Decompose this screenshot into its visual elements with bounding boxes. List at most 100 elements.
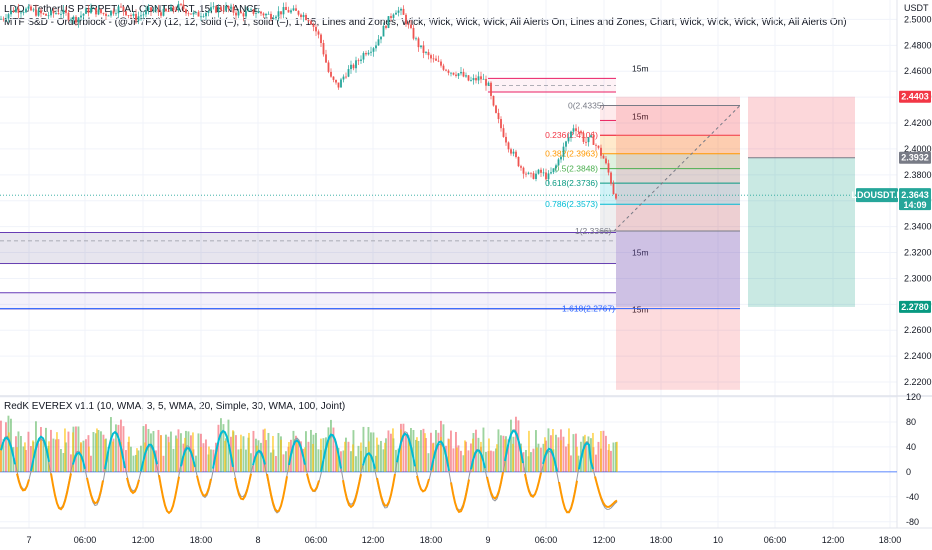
osc-histogram-bar (337, 447, 340, 472)
osc-histogram-bar (200, 446, 202, 472)
candle-body (267, 13, 270, 15)
osc-histogram-bar (417, 441, 420, 472)
time-tick-label: 12:00 (362, 535, 385, 545)
candle-body (135, 13, 137, 21)
osc-histogram-bar (390, 433, 392, 472)
price-axis[interactable]: 2.50002.48002.46002.44002.42002.40002.38… (904, 3, 932, 527)
osc-histogram-bar (55, 439, 57, 472)
osc-histogram-bar (307, 441, 310, 472)
time-tick-label: 18:00 (420, 535, 443, 545)
candle-body (55, 13, 57, 14)
candle-body (390, 16, 392, 18)
candle-body (597, 145, 600, 148)
candle-body (590, 135, 592, 138)
candle-body (580, 131, 582, 134)
candle-body (492, 95, 495, 106)
time-tick-label: 06:00 (305, 535, 328, 545)
osc-histogram-bar (102, 434, 105, 472)
candle-body (490, 82, 492, 96)
candle-body (525, 173, 527, 175)
candle-body (162, 8, 165, 16)
osc-histogram-bar (357, 445, 360, 472)
candle-body (520, 166, 522, 168)
osc-histogram-bar (368, 441, 370, 472)
price-badge (899, 90, 931, 103)
candle-body (257, 11, 260, 14)
osc-histogram-bar (552, 429, 554, 472)
candle-body (615, 194, 617, 199)
candle-body (60, 13, 62, 15)
candle-body (377, 39, 380, 46)
osc-histogram-bar (157, 429, 160, 472)
osc-histogram-bar (347, 441, 350, 472)
osc-histogram-bar (472, 438, 474, 472)
osc-histogram-bar (616, 441, 618, 472)
osc-signal-line (450, 479, 470, 514)
time-tick-label: 18:00 (190, 535, 213, 545)
osc-histogram-bar (525, 449, 527, 472)
candle-body (417, 38, 420, 48)
candle-body (47, 15, 50, 17)
candle-body (140, 15, 142, 17)
candle-body (80, 15, 82, 18)
candle-body (612, 183, 615, 195)
osc-histogram-bar (377, 444, 380, 472)
osc-histogram-bar (365, 446, 367, 472)
candle-body (565, 141, 567, 147)
candle-body (535, 173, 537, 179)
osc-histogram-bar (197, 433, 200, 472)
position-tool[interactable] (616, 96, 855, 390)
osc-histogram-bar (184, 437, 186, 472)
osc-histogram-bar (27, 431, 30, 472)
osc-histogram-bar (292, 430, 295, 472)
candle-body (145, 10, 147, 15)
osc-histogram-bar (70, 454, 72, 472)
price-badge-value: 2.4403 (901, 92, 929, 102)
candle-body (232, 6, 235, 13)
candle-body (277, 11, 280, 17)
price-badge-value: 2.3932 (901, 153, 929, 163)
osc-histogram-bar (600, 431, 602, 472)
candle-body (542, 172, 545, 174)
osc-histogram-bar (300, 441, 302, 472)
osc-histogram-bar (592, 432, 594, 472)
candle-body (147, 7, 150, 11)
candle-body (287, 9, 290, 13)
osc-histogram-bar (168, 442, 170, 472)
fib-level-label: 0.382(2.3963) (545, 149, 598, 159)
candle-body (585, 141, 587, 143)
candle-body (222, 10, 225, 12)
osc-histogram-bar (92, 432, 95, 472)
candle-body (317, 31, 320, 35)
candle-body (210, 7, 212, 11)
candle-body (97, 9, 100, 15)
osc-histogram-bar (232, 430, 234, 472)
osc-histogram-bar (296, 440, 298, 472)
candle-body (482, 78, 485, 80)
osc-histogram-bar (110, 417, 112, 472)
candle-body (505, 136, 507, 143)
osc-histogram-bar (275, 455, 277, 472)
supply-demand-zone (0, 232, 616, 264)
osc-histogram-bar (450, 430, 452, 472)
candle-body (380, 36, 382, 40)
candle-body (212, 6, 215, 8)
candle-body (32, 9, 35, 11)
price-tick-label: 2.3400 (904, 222, 932, 232)
osc-histogram-bar (192, 432, 194, 472)
osc-histogram-bar (205, 439, 207, 472)
osc-signal-line (362, 451, 376, 470)
time-axis[interactable]: 7 06:00 12:00 18:00 8 06:00 12:00 18:00 9 06:00 12… (26, 535, 901, 545)
fibonacci-retracement[interactable]: 0(2.4335)0.236(2.4106)0.382(2.3963)0.5(2… (0, 101, 897, 314)
osc-histogram-bar (242, 436, 245, 472)
osc-histogram-bar (427, 453, 430, 472)
osc-histogram-bar (416, 437, 418, 472)
candle-body (512, 151, 515, 154)
candle-body (507, 142, 510, 150)
osc-histogram-bar (224, 440, 226, 472)
osc-histogram-bar (615, 442, 617, 472)
osc-histogram-bar (465, 441, 467, 472)
candle-body (202, 16, 205, 18)
osc-histogram-bar (25, 449, 27, 472)
